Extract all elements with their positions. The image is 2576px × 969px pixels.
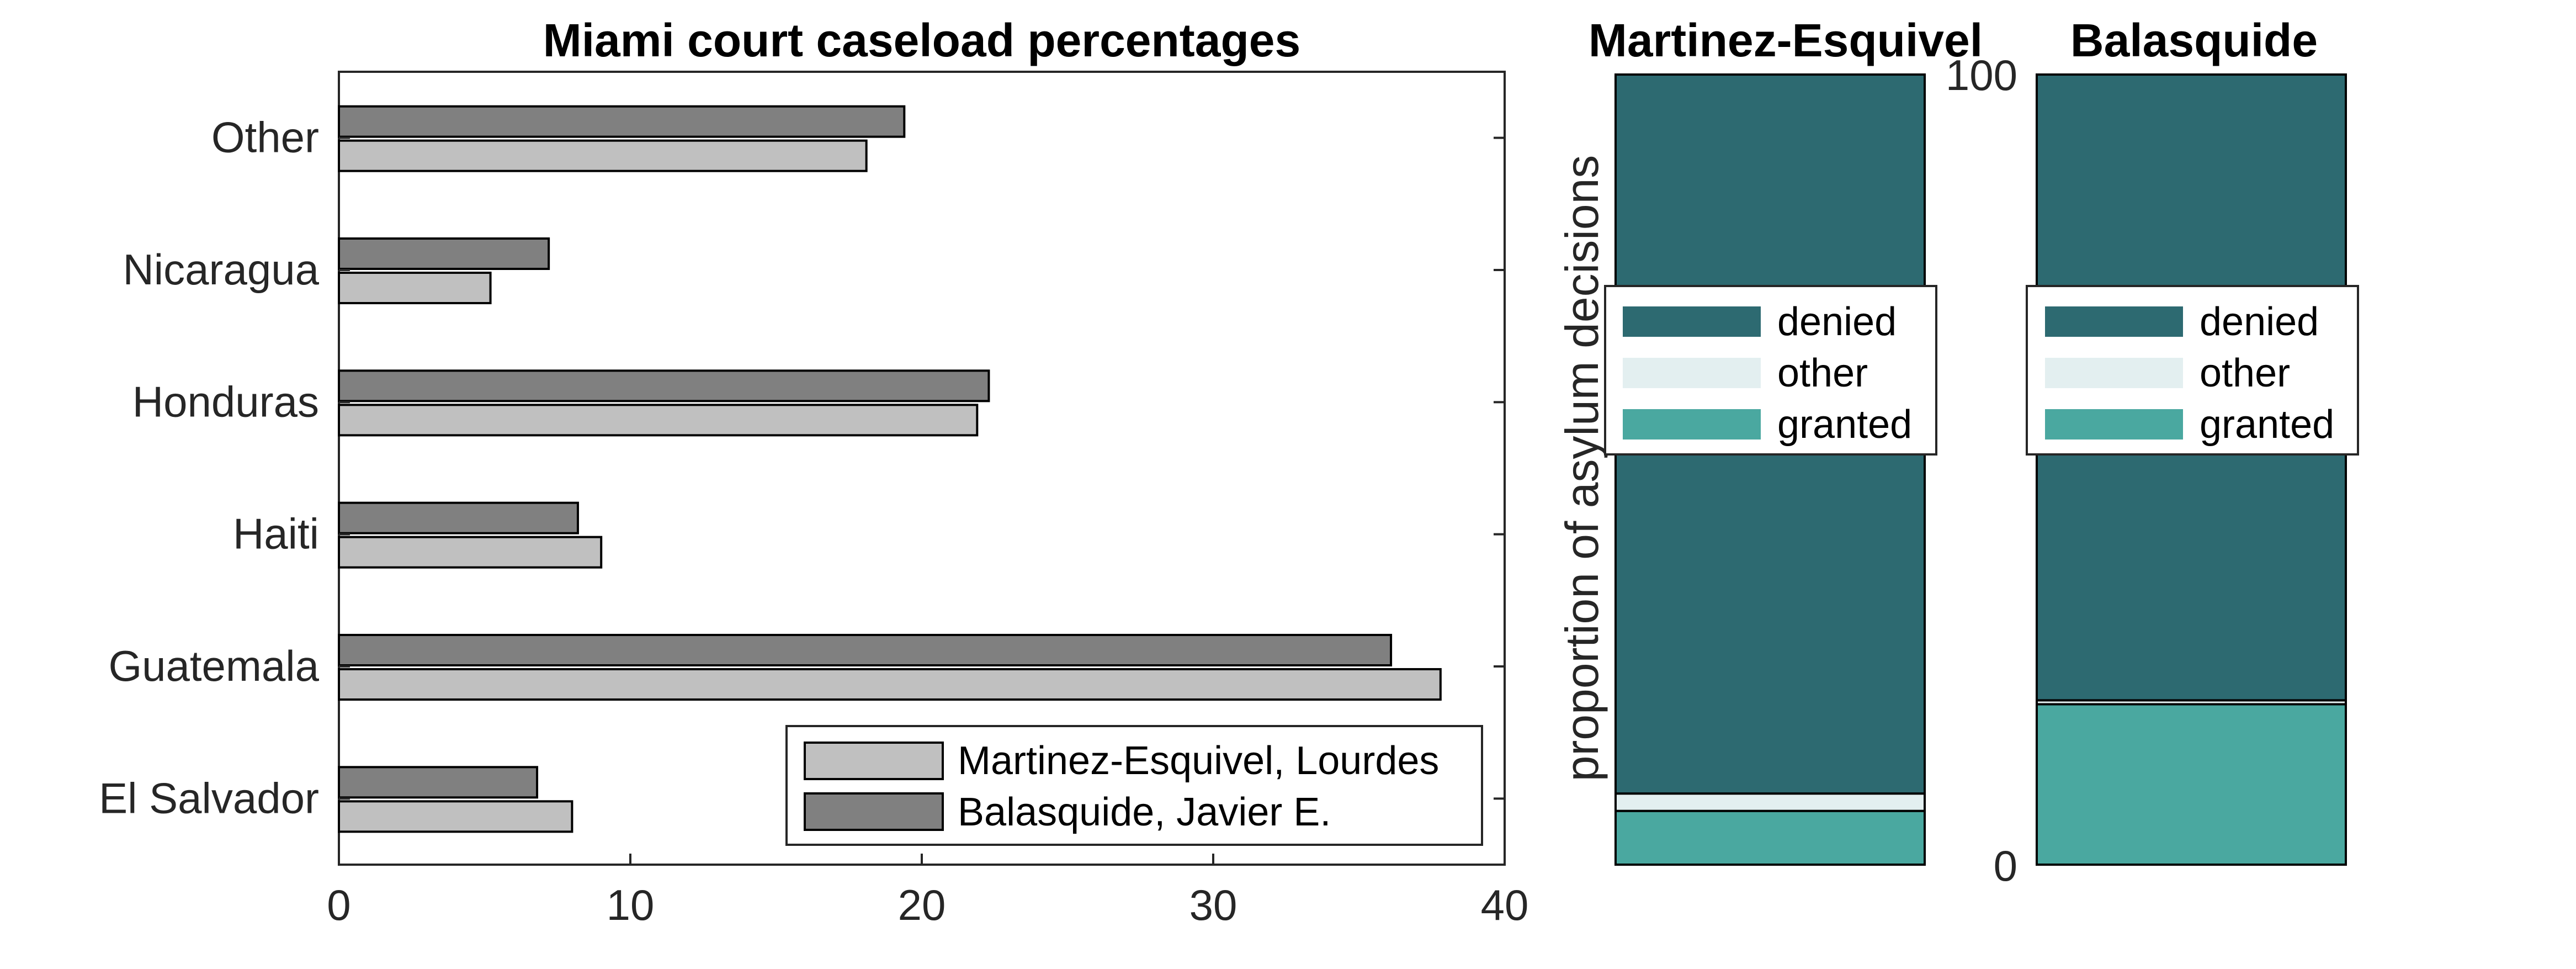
bar-martinez (338, 272, 492, 304)
category-label: Other (211, 113, 319, 162)
x-tick-label: 10 (607, 881, 655, 929)
legend-label-denied: denied (1777, 300, 1897, 344)
y-axis-label: proportion of asylum decisions (1556, 155, 1608, 782)
balasquide-stacked-bar-chart: Balasquide 100 0 denied other granted (1946, 14, 2359, 890)
chart-title-balasquide: Balasquide (2070, 14, 2318, 66)
legend-label-martinez: Martinez-Esquivel, Lourdes (958, 739, 1439, 783)
legend-swatch-balasquide (804, 792, 944, 831)
bar-martinez (338, 668, 1442, 701)
bar-balasquide (338, 501, 579, 534)
legend-label-denied: denied (2200, 300, 2319, 344)
x-tick-label: 20 (898, 881, 946, 929)
stacked-segments-martinez (1614, 73, 1926, 866)
bar-balasquide (338, 634, 1393, 666)
chart-title: Miami court caseload percentages (543, 14, 1301, 66)
bar-series-group (338, 105, 1442, 833)
legend-label-other: other (2200, 351, 2290, 395)
legend: Martinez-Esquivel, Lourdes Balasquide, J… (785, 725, 1483, 846)
legend-swatch-granted (2045, 409, 2183, 440)
category-label: El Salvador (99, 774, 319, 822)
legend-label-balasquide: Balasquide, Javier E. (958, 790, 1331, 834)
y-tick-label-max: 100 (1946, 51, 2017, 99)
segment-granted (1614, 809, 1926, 866)
bar-balasquide (338, 766, 539, 799)
legend-swatch-granted (1623, 409, 1761, 440)
legend-label-other: other (1777, 351, 1868, 395)
martinez-stacked-bar-chart: Martinez-Esquivel proportion of asylum d… (1556, 14, 1983, 866)
legend-label-granted: granted (1777, 403, 1912, 447)
axis-ticks-group: El Salvador Guatemala Haiti Honduras Nicarag… (99, 113, 1528, 929)
category-label: Nicaragua (123, 245, 319, 294)
bar-balasquide (338, 237, 550, 270)
legend-martinez: denied other granted (1604, 285, 1937, 456)
bar-martinez (338, 139, 868, 172)
legend-swatch-denied (1623, 306, 1761, 337)
legend-swatch-other (1623, 358, 1761, 388)
bar-martinez (338, 800, 573, 833)
caseload-bar-chart: Miami court caseload percentages El Salv… (99, 14, 1528, 929)
segment-other (1614, 792, 1926, 812)
chart-title-martinez: Martinez-Esquivel (1589, 14, 1983, 66)
bar-martinez (338, 536, 603, 569)
stacked-segments-balasquide (2036, 73, 2347, 866)
legend-balasquide: denied other granted (2026, 285, 2359, 456)
category-label: Haiti (233, 510, 319, 558)
legend-swatch-martinez (804, 742, 944, 780)
y-tick-label-min: 0 (1994, 841, 2017, 890)
legend-label-granted: granted (2200, 403, 2334, 447)
bar-balasquide (338, 369, 990, 403)
category-label: Guatemala (108, 642, 319, 690)
segment-granted (2036, 703, 2347, 866)
legend-swatch-other (2045, 358, 2183, 388)
x-tick-label: 0 (327, 881, 350, 929)
legend-swatch-denied (2045, 306, 2183, 337)
bar-balasquide (338, 105, 906, 138)
bar-martinez (338, 404, 979, 437)
x-tick-label: 30 (1189, 881, 1237, 929)
x-tick-label: 40 (1481, 881, 1529, 929)
category-label: Honduras (132, 377, 319, 426)
